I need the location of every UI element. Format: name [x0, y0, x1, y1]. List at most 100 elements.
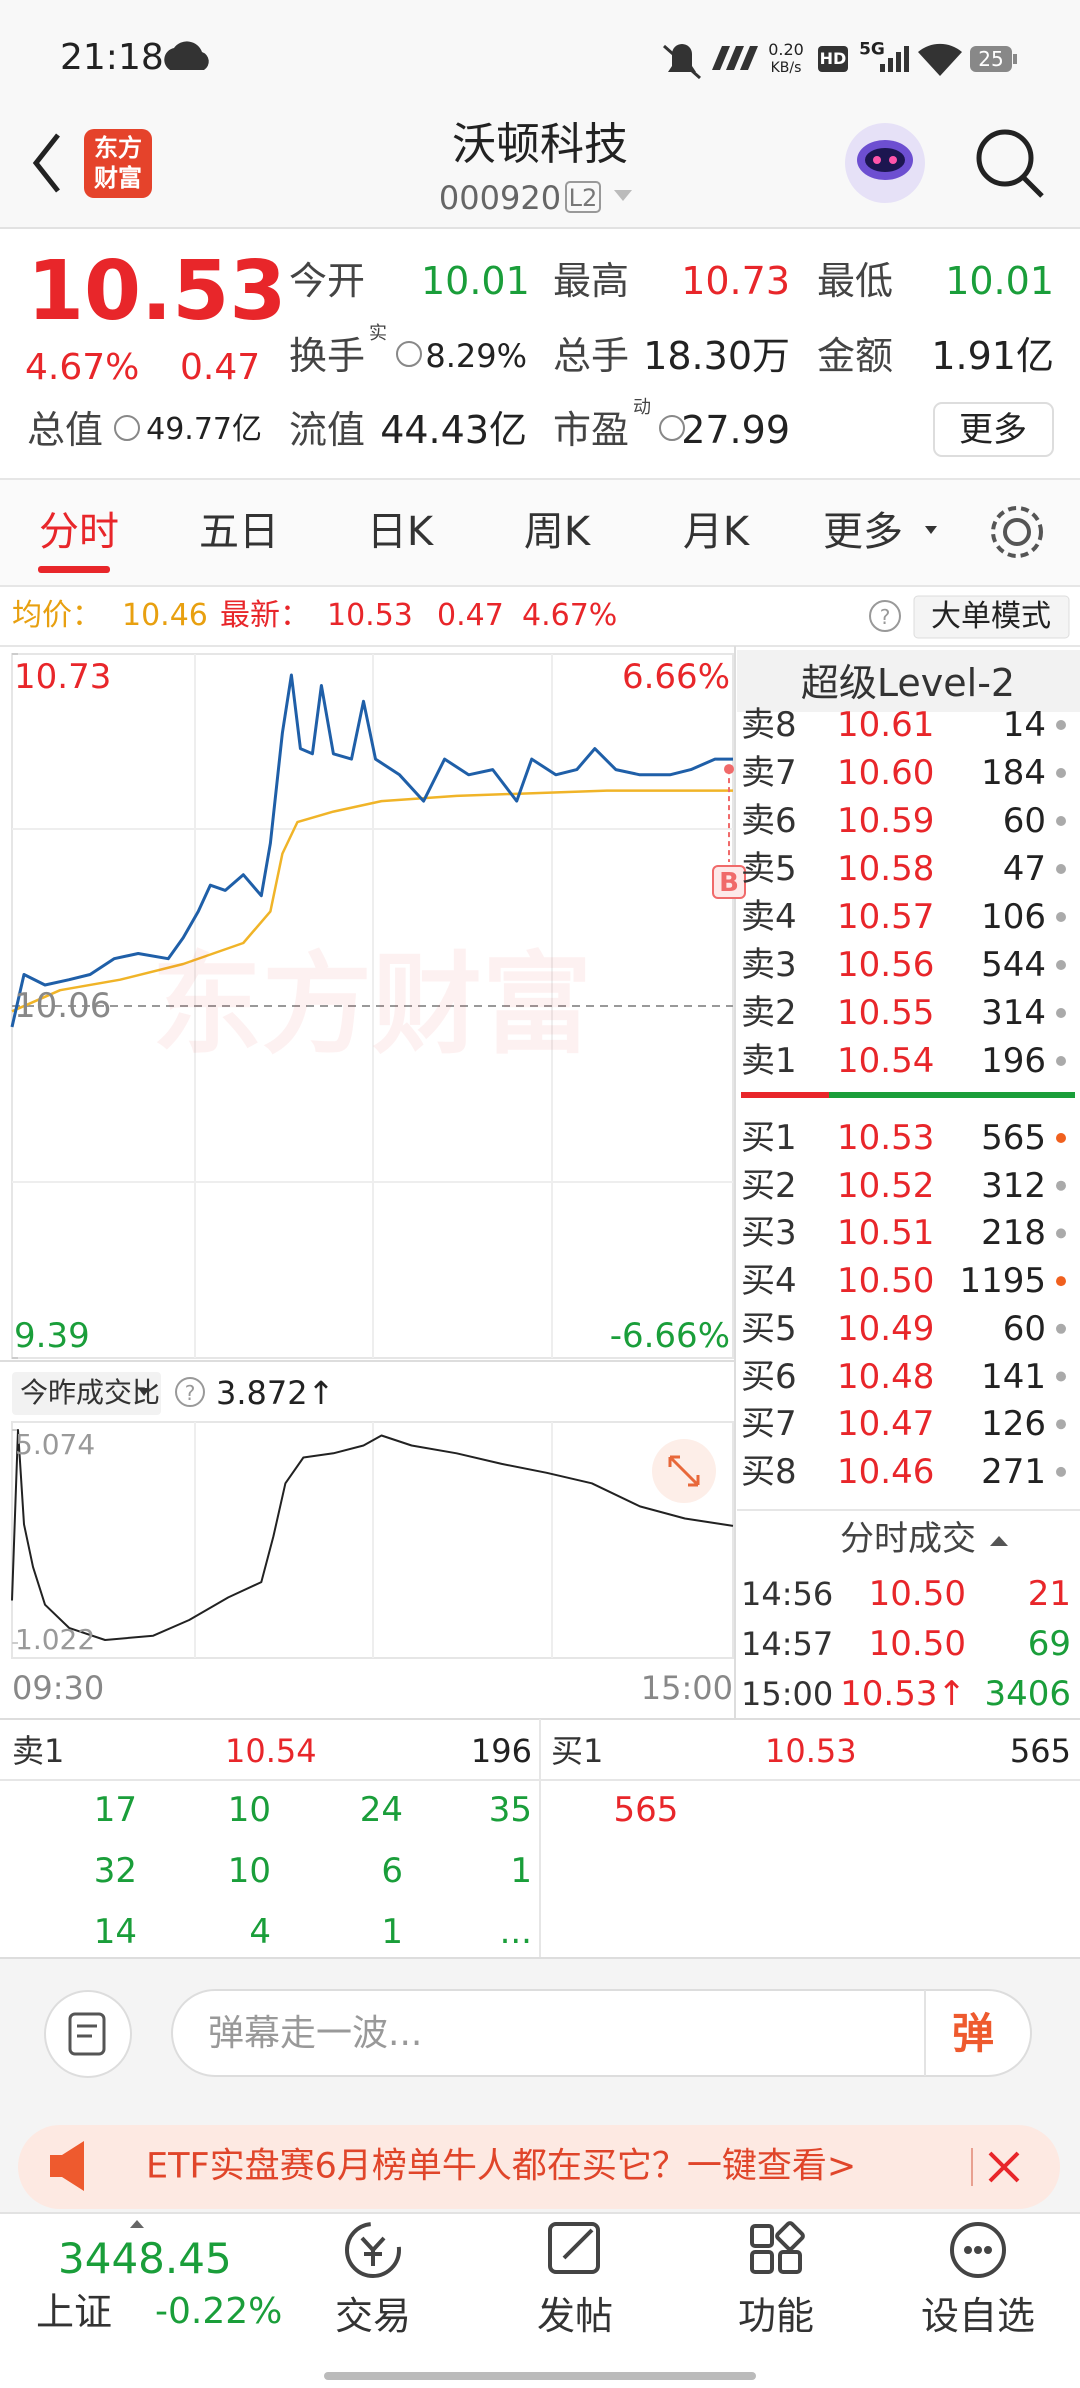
bottom-nav	[0, 2213, 1080, 2388]
net-speed: 0.20	[768, 40, 804, 59]
tab[interactable]: 五日	[199, 509, 279, 555]
tab[interactable]: 更多	[823, 509, 903, 555]
trades-title: 分时成交	[840, 1519, 976, 1559]
queue-label: 卖1	[12, 1732, 65, 1770]
book-volume: 184	[981, 753, 1046, 793]
field-value: 27.99	[681, 408, 790, 452]
y-tick-label: 10.73	[14, 657, 112, 697]
book-label: 卖5	[741, 849, 797, 889]
queue-order: 14	[93, 1912, 137, 1952]
book-dot	[1056, 1466, 1066, 1477]
promo-banner[interactable]	[18, 2125, 1060, 2209]
book-volume: 60	[1002, 1308, 1046, 1349]
comment-placeholder[interactable]: 弹幕走一波...	[208, 2013, 423, 2054]
field-label: 换手	[289, 334, 366, 378]
battery-level: 25	[978, 47, 1004, 71]
nav-item[interactable]: 功能	[737, 2294, 815, 2338]
help-icon[interactable]	[175, 1377, 205, 1407]
index-toggle[interactable]	[130, 2220, 144, 2228]
book-volume: 126	[981, 1404, 1046, 1445]
book-label: 买3	[741, 1213, 797, 1254]
tab[interactable]: 日K	[366, 509, 434, 555]
book-price: 10.47	[837, 1404, 935, 1445]
queue-order: 1	[381, 1912, 403, 1952]
help-icon[interactable]	[869, 600, 901, 632]
field-label: 流值	[289, 408, 366, 452]
book-price: 10.53	[837, 1118, 935, 1158]
ratio-label[interactable]: 今昨成交比	[20, 1376, 161, 1409]
book-label: 买2	[741, 1165, 797, 1206]
queue-order: 1	[510, 1851, 532, 1891]
nav-item[interactable]: 设自选	[920, 2294, 1036, 2338]
change-pct: 4.67%	[25, 347, 140, 388]
banner-text[interactable]: ETF实盘赛6月榜单牛人都在买它？一键查看>	[146, 2146, 857, 2187]
nav-item[interactable]: 交易	[334, 2294, 412, 2338]
avg-value: 10.46	[122, 598, 208, 633]
mute-icon	[663, 44, 701, 80]
book-price: 10.51	[837, 1213, 935, 1254]
queue-order: 565	[613, 1790, 679, 1830]
queue-order: 35	[488, 1790, 532, 1830]
queue-order: 10	[227, 1851, 271, 1891]
banner-close[interactable]	[988, 2151, 1020, 2183]
book-price: 10.48	[837, 1356, 935, 1397]
tab[interactable]: 周K	[523, 509, 591, 555]
change-pct-value: 4.67%	[522, 598, 618, 633]
book-price: 10.60	[837, 753, 935, 793]
book-dot	[1056, 1008, 1066, 1018]
trade-time: 14:56	[741, 1575, 834, 1613]
field-value: 18.30万	[643, 334, 790, 378]
field-value: 8.29%	[425, 337, 527, 375]
weather-icon	[164, 41, 209, 70]
book-label: 卖7	[741, 753, 797, 793]
book-dot	[1056, 1228, 1066, 1239]
tab[interactable]: 分时	[39, 509, 119, 555]
compose-button[interactable]	[44, 1990, 132, 2078]
last-value: 10.53	[327, 598, 413, 633]
back-button[interactable]	[32, 133, 60, 193]
level-badge-text: L2	[568, 184, 598, 212]
field-label: 今开	[289, 259, 366, 303]
ratio-dropdown-arrow	[138, 1388, 150, 1396]
search-button[interactable]	[976, 129, 1044, 198]
signal-icon	[712, 46, 758, 70]
big-order-label[interactable]: 大单模式	[931, 599, 1051, 634]
book-label: 卖2	[741, 993, 797, 1033]
book-dot	[1056, 1276, 1066, 1287]
book-price: 10.56	[837, 945, 935, 985]
hd-badge	[818, 46, 848, 72]
stock-code: 000920	[438, 179, 562, 217]
more-button-label[interactable]: 更多	[959, 410, 1027, 450]
tab[interactable]: 月K	[682, 509, 750, 555]
volume-ratio-line	[11, 1429, 734, 1641]
code-dropdown[interactable]	[614, 190, 632, 201]
more-button[interactable]	[933, 402, 1054, 457]
book-price: 10.50	[837, 1261, 935, 1302]
expand-button[interactable]	[652, 1439, 716, 1503]
wifi-icon	[918, 43, 962, 76]
home-indicator	[324, 2372, 756, 2380]
trade-price: 10.50	[868, 1574, 966, 1614]
book-volume: 60	[1002, 801, 1046, 841]
field-label: 市盈	[553, 408, 630, 452]
field-value: 10.01	[945, 259, 1054, 303]
book-label: 卖8	[741, 705, 797, 745]
ratio-dropdown[interactable]	[12, 1372, 161, 1415]
pct-label: -6.66%	[609, 1316, 730, 1356]
big-order-button[interactable]	[913, 595, 1070, 639]
settings-button[interactable]	[991, 506, 1043, 558]
robot-avatar[interactable]	[845, 123, 925, 203]
queue-order: 10	[227, 1790, 271, 1830]
index-name: 上证	[36, 2290, 113, 2334]
nav-item[interactable]: 发帖	[536, 2294, 614, 2338]
ask-bar	[741, 1092, 829, 1098]
trades-toggle[interactable]	[990, 1536, 1008, 1546]
book-price: 10.58	[837, 849, 935, 889]
trade-price: 10.50	[868, 1624, 966, 1664]
comment-input[interactable]	[171, 1989, 1032, 2077]
queue-order: 24	[359, 1790, 403, 1830]
danmaku-button[interactable]: 弹	[951, 2009, 995, 2058]
book-dot	[1056, 816, 1066, 826]
queue-order: 4	[249, 1912, 271, 1952]
